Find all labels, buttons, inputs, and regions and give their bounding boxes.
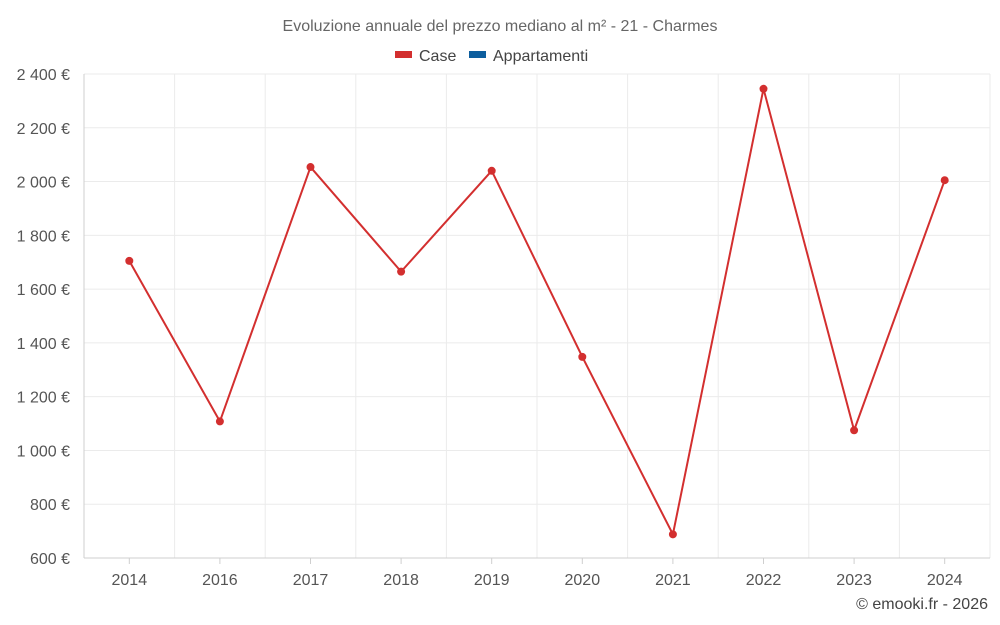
- y-tick-label: 1 600 €: [17, 282, 70, 299]
- y-tick-label: 1 400 €: [17, 336, 70, 353]
- data-point[interactable]: [850, 426, 859, 435]
- series-case: [125, 84, 949, 539]
- legend-swatch-case: [395, 51, 412, 58]
- grid: [83, 73, 991, 558]
- legend-item-case[interactable]: Case: [395, 48, 456, 65]
- y-tick-label: 800 €: [30, 497, 70, 514]
- data-point[interactable]: [215, 417, 224, 426]
- y-tick-label: 2 200 €: [17, 121, 70, 138]
- data-point[interactable]: [940, 176, 949, 185]
- data-point[interactable]: [487, 166, 496, 175]
- x-tick-label: 2020: [565, 572, 601, 589]
- x-tick-label: 2014: [112, 572, 148, 589]
- y-tick-label: 2 000 €: [17, 175, 70, 192]
- x-tick-label: 2024: [927, 572, 963, 589]
- x-tick-label: 2016: [202, 572, 238, 589]
- legend-label-appartamenti: Appartamenti: [493, 48, 588, 65]
- data-point[interactable]: [578, 352, 587, 361]
- data-point[interactable]: [397, 267, 406, 276]
- data-point[interactable]: [125, 256, 134, 265]
- series-line: [128, 87, 946, 536]
- y-tick-label: 1 000 €: [17, 443, 70, 460]
- data-point[interactable]: [759, 84, 768, 93]
- y-tick-label: 600 €: [30, 551, 70, 568]
- x-tick-label: 2022: [746, 572, 782, 589]
- x-tick-label: 2018: [383, 572, 419, 589]
- x-axis: 2014 2016 2017 2018 2019 2020 2021 2022 2023 2024: [84, 557, 990, 589]
- legend-label-case: Case: [419, 48, 456, 65]
- legend-item-appartamenti[interactable]: Appartamenti: [469, 48, 588, 65]
- y-tick-label: 1 200 €: [17, 390, 70, 407]
- legend: Case Appartamenti: [395, 48, 588, 65]
- x-tick-label: 2019: [474, 572, 510, 589]
- y-tick-label: 2 400 €: [17, 67, 70, 84]
- x-tick-label: 2021: [655, 572, 691, 589]
- y-tick-label: 1 800 €: [17, 228, 70, 245]
- x-tick-label: 2023: [836, 572, 872, 589]
- legend-swatch-appartamenti: [469, 51, 486, 58]
- data-point[interactable]: [668, 530, 677, 539]
- data-point[interactable]: [306, 163, 315, 172]
- credit: © emooki.fr - 2026: [856, 596, 988, 613]
- x-tick-label: 2017: [293, 572, 329, 589]
- y-axis: 600 € 800 € 1 000 € 1 200 € 1 400 € 1 600 € 1 …: [17, 67, 85, 568]
- chart-title: Evoluzione annuale del prezzo mediano al…: [283, 18, 718, 35]
